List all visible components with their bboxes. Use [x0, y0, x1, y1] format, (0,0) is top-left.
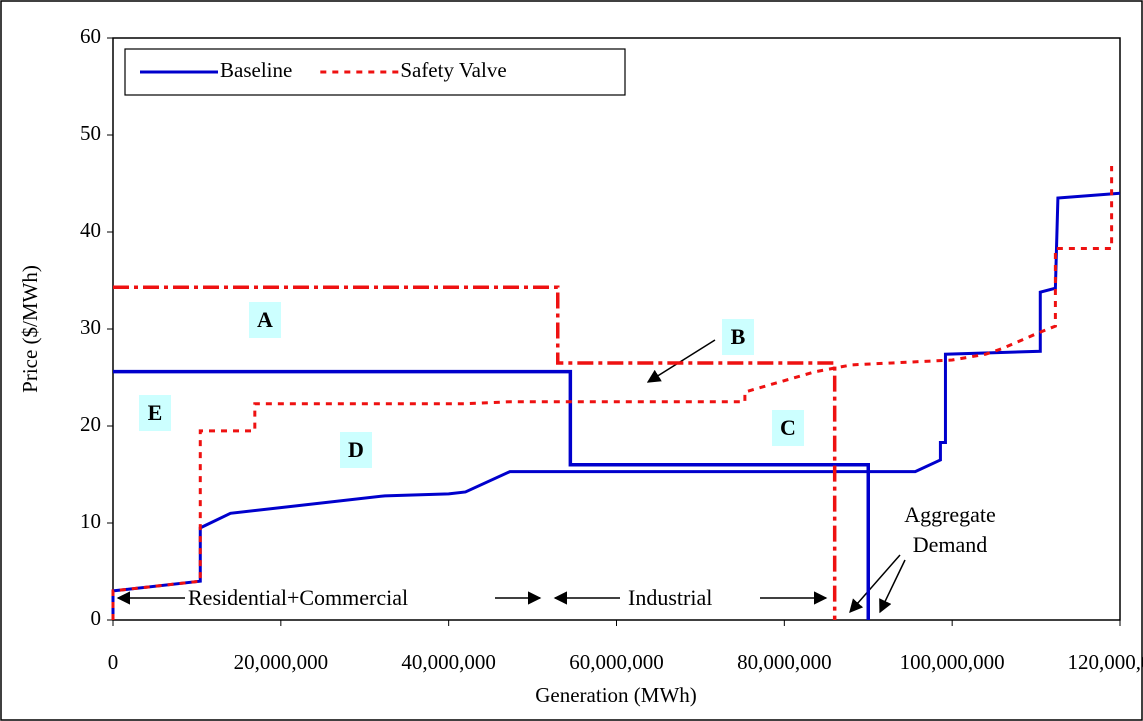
y-axis-label: Price ($/MWh)	[18, 265, 42, 393]
y-tick-label: 60	[80, 24, 101, 48]
x-tick-label: 100,000,000	[900, 650, 1005, 674]
x-tick-label: 0	[108, 650, 119, 674]
demand-line	[113, 369, 870, 620]
arrows	[116, 339, 906, 614]
y-tick-label: 40	[80, 218, 101, 242]
x-axis-label: Generation (MWh)	[535, 683, 697, 707]
x-tick-label: 60,000,000	[569, 650, 664, 674]
legend-label: Safety Valve	[400, 58, 506, 82]
region-label: B	[722, 319, 754, 355]
x-tick-label: 120,000,000	[1068, 650, 1143, 674]
annotation: Aggregate Demand	[904, 502, 996, 557]
x-tick-label: 40,000,000	[401, 650, 496, 674]
region-label: D	[340, 432, 372, 468]
annotation: Industrial	[628, 585, 713, 610]
y-tick-label: 30	[80, 315, 101, 339]
y-tick-label: 10	[80, 509, 101, 533]
x-tick-label: 20,000,000	[234, 650, 329, 674]
legend-label: Baseline	[220, 58, 292, 82]
x-tick-label: 80,000,000	[737, 650, 832, 674]
supply-line	[111, 166, 1114, 620]
region-label: E	[139, 395, 171, 431]
annotation: Residential+Commercial	[188, 585, 409, 610]
y-tick-label: 50	[80, 121, 101, 145]
region-label: C	[772, 410, 804, 446]
region-label: A	[249, 302, 281, 338]
y-tick-label: 0	[91, 606, 102, 630]
y-tick-label: 20	[80, 412, 101, 436]
demand-line	[113, 285, 837, 620]
